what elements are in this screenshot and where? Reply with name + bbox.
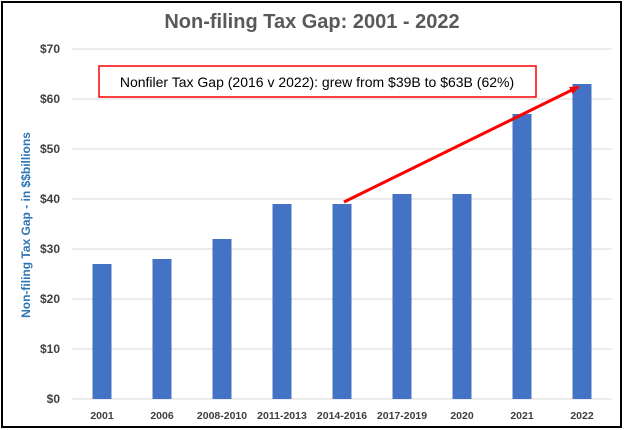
y-tick-label: $10 bbox=[40, 342, 60, 356]
annotation-box: Nonfiler Tax Gap (2016 v 2022): grew fro… bbox=[98, 65, 537, 98]
y-tick-label: $40 bbox=[40, 192, 60, 206]
annotation-text: Nonfiler Tax Gap (2016 v 2022): grew fro… bbox=[120, 74, 514, 90]
bar-2008-2010 bbox=[212, 239, 232, 399]
x-axis-ticks: 2001 2006 2008-2010 2011-2013 2014-2016 2017-… bbox=[90, 410, 594, 422]
annotation-arrow bbox=[343, 85, 580, 204]
bar-2022 bbox=[572, 84, 592, 399]
chart-title: Non-filing Tax Gap: 2001 - 2022 bbox=[164, 11, 459, 33]
y-tick-label: $20 bbox=[40, 292, 60, 306]
x-tick-label: 2008-2010 bbox=[197, 410, 247, 422]
x-tick-label: 2020 bbox=[450, 410, 474, 422]
y-tick-label: $30 bbox=[40, 242, 60, 256]
x-tick-label: 2011-2013 bbox=[257, 410, 307, 422]
y-tick-label: $60 bbox=[40, 92, 60, 106]
bar-2006 bbox=[152, 259, 172, 399]
bars bbox=[92, 84, 592, 399]
y-axis-label: Non-filing Tax Gap - in $$billions bbox=[19, 132, 33, 318]
bar-2017-2019 bbox=[392, 194, 412, 399]
bar-2020 bbox=[452, 194, 472, 399]
x-tick-label: 2006 bbox=[150, 410, 174, 422]
x-tick-label: 2021 bbox=[510, 410, 534, 422]
bar-2021 bbox=[512, 114, 532, 399]
bar-2011-2013 bbox=[272, 204, 292, 399]
x-tick-label: 2017-2019 bbox=[377, 410, 427, 422]
x-tick-label: 2001 bbox=[90, 410, 114, 422]
y-tick-label: $70 bbox=[40, 42, 60, 56]
y-tick-label: $0 bbox=[47, 392, 61, 406]
x-tick-label: 2022 bbox=[570, 410, 594, 422]
y-axis-ticks: $0 $10 $20 $30 $40 $50 $60 $70 bbox=[40, 42, 60, 406]
x-tick-label: 2014-2016 bbox=[317, 410, 367, 422]
bar-2001 bbox=[92, 264, 112, 399]
y-tick-label: $50 bbox=[40, 142, 60, 156]
bar-2014-2016 bbox=[332, 204, 352, 399]
